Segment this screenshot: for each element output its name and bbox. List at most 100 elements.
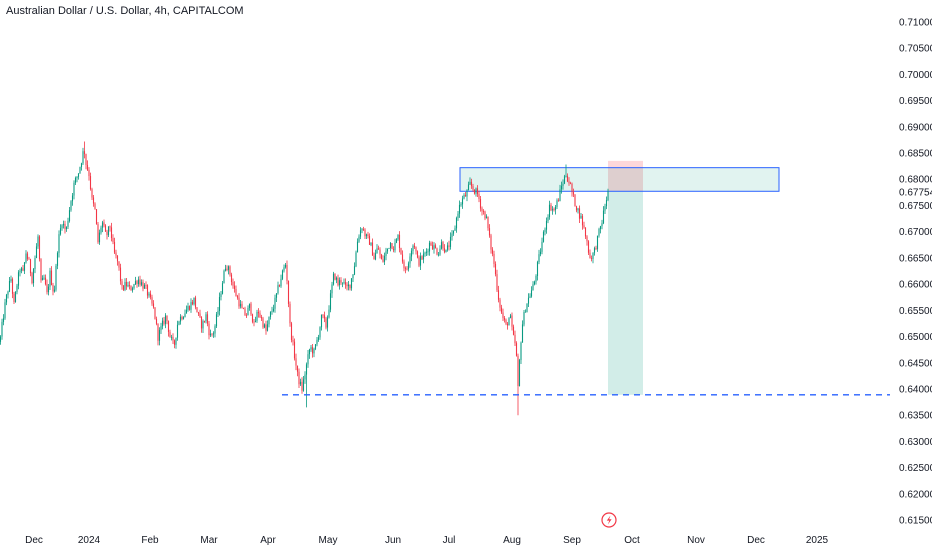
candle (328, 305, 330, 319)
price-tick-label: 0.71000 (899, 17, 932, 28)
candle (38, 235, 41, 262)
candle (160, 322, 162, 335)
candle (113, 237, 116, 254)
candle (338, 277, 341, 290)
candle (62, 220, 65, 229)
resistance-zone[interactable] (459, 167, 780, 192)
candle (61, 224, 63, 231)
candle (146, 284, 149, 299)
candle (97, 221, 99, 244)
candle (184, 309, 186, 318)
candle (530, 286, 533, 298)
price-tick-label: 0.70500 (899, 44, 932, 55)
candle (163, 316, 165, 326)
candle (19, 268, 21, 277)
candle (190, 298, 192, 313)
candle (335, 276, 338, 284)
candle (506, 322, 509, 330)
candle (116, 255, 119, 266)
candle (311, 344, 314, 358)
price-tick-label: 0.62000 (899, 489, 932, 500)
candle (217, 307, 219, 317)
candle (92, 195, 95, 207)
candle (167, 320, 170, 337)
candle (451, 229, 453, 241)
candle (164, 313, 167, 329)
candle (509, 313, 512, 319)
candle (305, 362, 308, 408)
candle (46, 279, 48, 295)
candle (602, 206, 605, 225)
candle (463, 193, 465, 200)
candle (34, 255, 36, 274)
candle (52, 282, 54, 296)
candle (601, 219, 603, 230)
candle (274, 294, 276, 313)
candle (584, 227, 587, 239)
candle (355, 250, 357, 268)
candle (25, 250, 27, 264)
candle (437, 252, 440, 257)
candle (295, 353, 297, 371)
candle (1, 318, 3, 340)
candle (365, 233, 368, 240)
candle (226, 265, 228, 272)
candle (415, 246, 417, 255)
candle (527, 293, 530, 308)
price-tick-label: 0.64000 (899, 385, 932, 396)
candle (548, 200, 551, 220)
candle (292, 335, 294, 346)
lightning-icon[interactable] (601, 512, 617, 528)
candle (442, 240, 444, 251)
candle (166, 315, 168, 325)
candle (257, 308, 260, 318)
candle (532, 281, 534, 291)
candle (262, 316, 264, 329)
candle (383, 252, 386, 265)
candle (380, 253, 383, 260)
candle (128, 281, 131, 290)
price-axis[interactable]: 0.71000 0.70500 0.70000 0.69500 0.69000 0.685… (899, 17, 932, 526)
candle (58, 230, 60, 258)
position-stop-area[interactable] (608, 160, 643, 192)
candle (362, 226, 365, 232)
candle (232, 278, 234, 289)
candle (536, 260, 539, 281)
candle (229, 265, 231, 277)
candle (512, 324, 515, 336)
candle (302, 375, 305, 392)
candle (430, 241, 432, 247)
candle (368, 233, 371, 245)
candle (268, 316, 270, 328)
candle (446, 242, 449, 252)
candle (155, 316, 158, 326)
candle (235, 285, 237, 297)
candle (242, 307, 245, 310)
candle (538, 249, 540, 265)
candle (382, 255, 384, 263)
candle (502, 308, 504, 321)
candle (272, 304, 275, 313)
candle (130, 285, 132, 291)
time-tick-label: Apr (260, 535, 276, 546)
candle (277, 281, 279, 295)
time-axis[interactable]: Dec 2024 Feb Mar Apr May Jun Jul Aug Sep Oct Nov Dec… (25, 535, 828, 546)
candle (0, 335, 2, 345)
candle (241, 301, 243, 309)
candle (185, 305, 188, 314)
candle (301, 377, 303, 394)
price-tick-label: 0.65500 (899, 306, 932, 317)
candle (94, 202, 96, 210)
candle (403, 259, 405, 272)
candle (13, 291, 15, 305)
candle (427, 248, 429, 256)
position-target-area[interactable] (608, 191, 643, 395)
candle (473, 189, 476, 195)
candle (91, 187, 93, 200)
candle (577, 207, 579, 214)
candle (244, 306, 246, 316)
candle (466, 189, 468, 202)
candle (271, 306, 273, 315)
candle (98, 229, 101, 245)
